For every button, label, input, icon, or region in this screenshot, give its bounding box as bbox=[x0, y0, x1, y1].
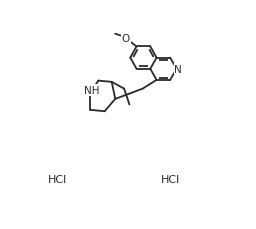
Text: HCl: HCl bbox=[161, 174, 180, 184]
Text: HCl: HCl bbox=[48, 174, 67, 184]
Text: NH: NH bbox=[84, 86, 99, 95]
Text: N: N bbox=[174, 65, 182, 74]
Text: O: O bbox=[122, 34, 130, 44]
